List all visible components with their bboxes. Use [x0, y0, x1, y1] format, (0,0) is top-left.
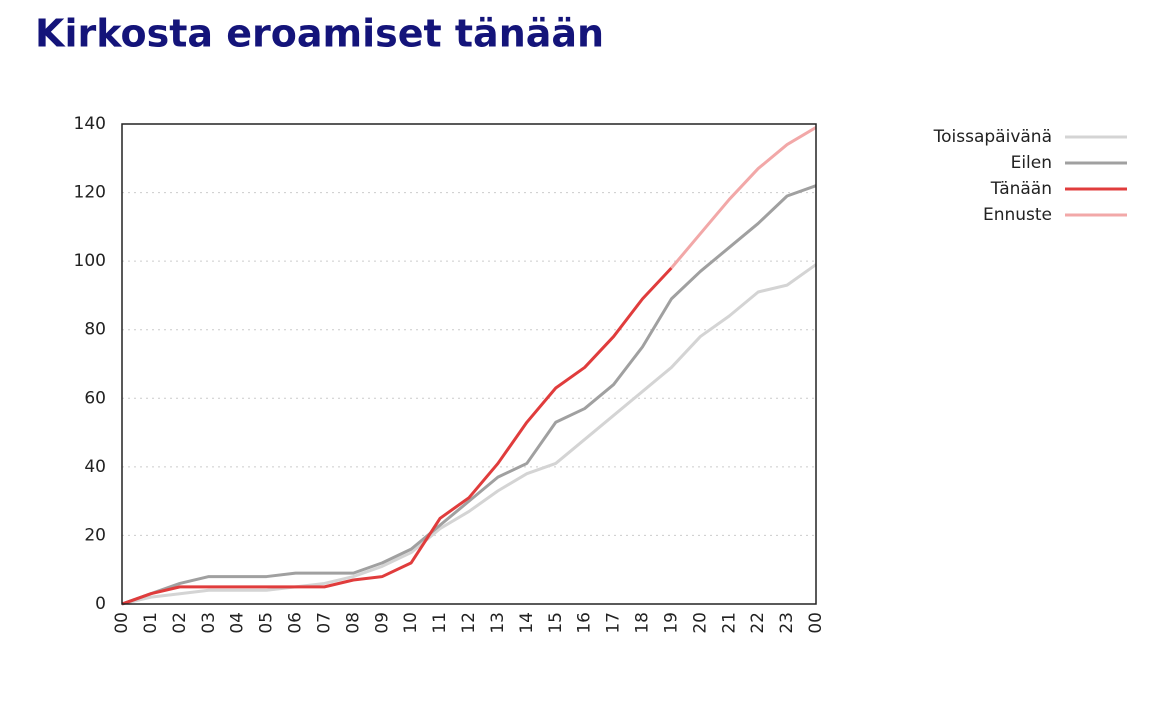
x-tick-label: 08	[343, 612, 363, 634]
x-tick-label: 06	[286, 612, 306, 634]
x-tick-label: 04	[228, 612, 248, 634]
legend-label: Ennuste	[983, 205, 1052, 225]
x-tick-label: 16	[575, 612, 595, 634]
x-tick-label: 05	[257, 612, 277, 634]
x-tick-label: 00	[112, 612, 132, 634]
plot-frame	[121, 123, 817, 605]
x-tick-label: 21	[719, 612, 739, 634]
series-line	[670, 126, 817, 269]
x-tick-label: 20	[690, 612, 710, 634]
chart-title: Kirkosta eroamiset tänään	[35, 12, 604, 56]
x-tick-label: 11	[430, 612, 450, 634]
y-tick-label: 0	[95, 594, 106, 614]
x-tick-label: 07	[314, 612, 334, 634]
y-tick-label: 40	[84, 457, 106, 477]
legend-label: Eilen	[1011, 153, 1052, 173]
x-tick-label: 13	[488, 612, 508, 634]
x-tick-label: 03	[199, 612, 219, 634]
series-line	[121, 184, 817, 606]
y-tick-label: 100	[74, 251, 106, 271]
y-tick-label: 60	[84, 388, 106, 408]
series-line	[121, 266, 673, 606]
x-tick-label: 19	[661, 612, 681, 634]
x-tick-label: 15	[546, 612, 566, 634]
legend-label: Tänään	[990, 179, 1052, 199]
x-tick-label: 18	[633, 612, 653, 634]
x-tick-label: 01	[141, 612, 161, 634]
x-tick-label: 14	[517, 612, 537, 634]
y-tick-label: 20	[84, 525, 106, 545]
x-tick-label: 17	[604, 612, 624, 634]
x-tick-label: 12	[459, 612, 479, 634]
x-tick-label: 00	[806, 612, 826, 634]
y-tick-label: 120	[74, 183, 106, 203]
x-tick-label: 23	[777, 612, 797, 634]
x-tick-label: 02	[170, 612, 190, 634]
x-tick-label: 10	[401, 612, 421, 634]
x-tick-label: 22	[748, 612, 768, 634]
y-tick-label: 80	[84, 320, 106, 340]
x-tick-label: 09	[372, 612, 392, 634]
y-tick-label: 140	[74, 114, 106, 134]
legend-label: Toissapäivänä	[933, 127, 1052, 147]
series-line	[121, 263, 817, 606]
